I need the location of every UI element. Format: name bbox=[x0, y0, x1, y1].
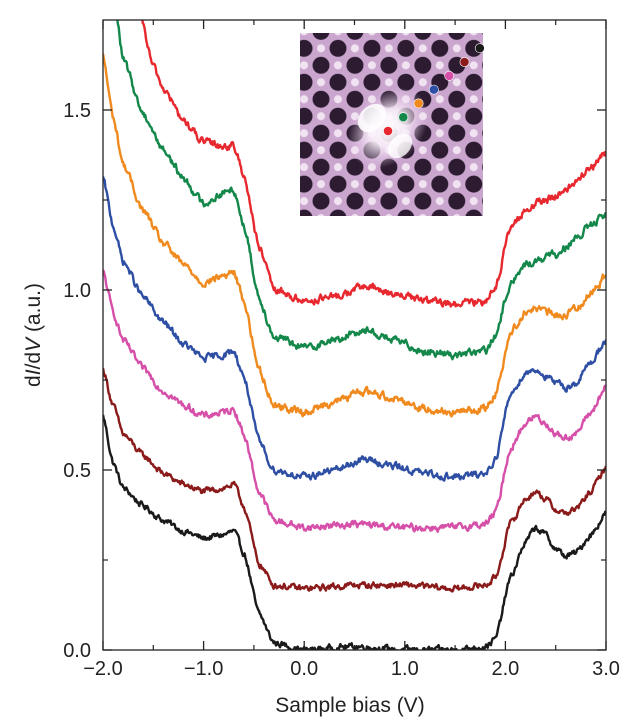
series-line-black bbox=[103, 414, 606, 650]
inset-marker bbox=[428, 84, 439, 95]
series-line-green bbox=[116, 20, 606, 361]
series-line-dark-red bbox=[103, 367, 606, 593]
series-line-red bbox=[141, 20, 606, 308]
x-tick-label: −2.0 bbox=[83, 658, 122, 680]
inset-marker bbox=[413, 98, 424, 109]
series-line-blue bbox=[103, 176, 606, 482]
x-tick-label: −1.0 bbox=[184, 658, 223, 680]
y-tick-label: 0.0 bbox=[63, 640, 91, 662]
inset-markers bbox=[383, 43, 485, 136]
y-axis: 0.0 0.5 1.0 1.5 bbox=[63, 100, 606, 662]
x-tick-label: 1.0 bbox=[391, 658, 419, 680]
x-axis-title: Sample bias (V) bbox=[275, 694, 424, 717]
inset-marker bbox=[444, 70, 455, 81]
x-tick-label: 2.0 bbox=[491, 658, 519, 680]
y-axis-title: dI/dV (a.u.) bbox=[22, 283, 45, 387]
stm-inset-image bbox=[300, 33, 485, 216]
x-tick-label: 0.0 bbox=[290, 658, 318, 680]
inset-marker bbox=[398, 112, 409, 123]
y-tick-label: 1.0 bbox=[63, 280, 91, 302]
y-tick-label: 1.5 bbox=[63, 100, 91, 122]
y-tick-label: 0.5 bbox=[63, 460, 91, 482]
inset-marker bbox=[459, 57, 470, 67]
series-layer bbox=[103, 20, 606, 650]
x-tick-label: 3.0 bbox=[592, 658, 620, 680]
inset-marker bbox=[383, 126, 393, 136]
inset-marker bbox=[474, 43, 485, 54]
series-line-pink bbox=[103, 269, 606, 533]
x-axis: −2.0 −1.0 0.0 1.0 2.0 3.0 bbox=[83, 20, 620, 680]
series-line-orange bbox=[103, 53, 606, 418]
